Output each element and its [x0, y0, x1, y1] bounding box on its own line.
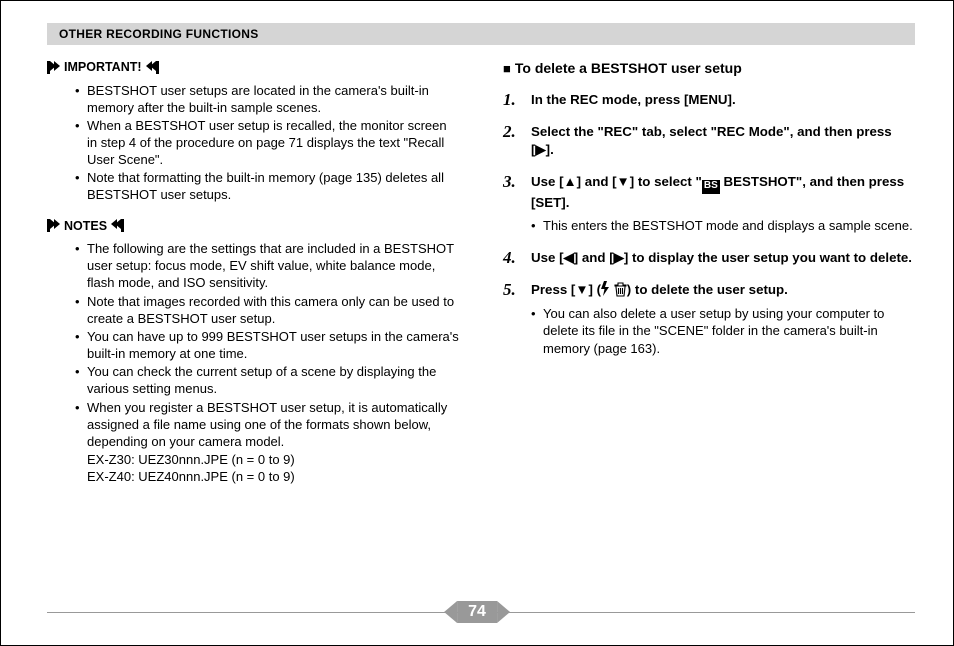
- model-line: EX-Z40: UEZ40nnn.JPE (n = 0 to 9): [87, 468, 459, 485]
- list-item: You can have up to 999 BESTSHOT user set…: [75, 328, 459, 362]
- step-sub-list: You can also delete a user setup by usin…: [531, 305, 915, 358]
- model-lines: EX-Z30: UEZ30nnn.JPE (n = 0 to 9) EX-Z40…: [47, 451, 459, 485]
- step-item: Press [▼] ( ) to delete the user setup. …: [503, 281, 915, 358]
- step-item: Select the "REC" tab, select "REC Mode",…: [503, 123, 915, 159]
- left-column: IMPORTANT! BESTSHOT user setups are loca…: [47, 59, 459, 485]
- steps-list: In the REC mode, press [MENU]. Select th…: [503, 91, 915, 357]
- two-column-layout: IMPORTANT! BESTSHOT user setups are loca…: [47, 59, 915, 485]
- step-sub-list: This enters the BESTSHOT mode and displa…: [531, 217, 915, 235]
- bestshot-icon: BS: [702, 180, 720, 194]
- list-item: When you register a BESTSHOT user setup,…: [75, 399, 459, 450]
- right-column: ■To delete a BESTSHOT user setup In the …: [503, 59, 915, 485]
- step-item: Use [◀] and [▶] to display the user setu…: [503, 249, 915, 267]
- step-sub-item: You can also delete a user setup by usin…: [531, 305, 915, 358]
- list-item: BESTSHOT user setups are located in the …: [75, 82, 459, 116]
- section-title: OTHER RECORDING FUNCTIONS: [59, 27, 259, 41]
- list-item: Note that images recorded with this came…: [75, 293, 459, 327]
- arrow-left-icon: [148, 61, 159, 74]
- arrow-right-icon: [47, 61, 58, 74]
- list-item: When a BESTSHOT user setup is recalled, …: [75, 117, 459, 168]
- important-list: BESTSHOT user setups are located in the …: [47, 82, 459, 204]
- notes-label: NOTES: [47, 218, 459, 235]
- badge-right-icon: [497, 601, 510, 623]
- list-item: You can check the current setup of a sce…: [75, 363, 459, 397]
- step-item: Use [▲] and [▼] to select "BS BESTSHOT",…: [503, 173, 915, 235]
- trash-icon: [614, 282, 627, 297]
- manual-page: OTHER RECORDING FUNCTIONS IMPORTANT! BES…: [0, 0, 954, 646]
- important-label: IMPORTANT!: [47, 59, 459, 76]
- arrow-right-icon: [47, 219, 58, 232]
- procedure-heading: ■To delete a BESTSHOT user setup: [503, 59, 915, 77]
- square-bullet-icon: ■: [503, 61, 511, 76]
- section-header: OTHER RECORDING FUNCTIONS: [47, 23, 915, 45]
- step-item: In the REC mode, press [MENU].: [503, 91, 915, 109]
- flash-icon: [601, 281, 610, 296]
- arrow-left-icon: [113, 219, 124, 232]
- page-number-badge: 74: [444, 601, 510, 623]
- badge-left-icon: [444, 601, 457, 623]
- step-sub-item: This enters the BESTSHOT mode and displa…: [531, 217, 915, 235]
- list-item: The following are the settings that are …: [75, 240, 459, 291]
- list-item: Note that formatting the built-in memory…: [75, 169, 459, 203]
- model-line: EX-Z30: UEZ30nnn.JPE (n = 0 to 9): [87, 451, 459, 468]
- page-number: 74: [457, 601, 497, 623]
- notes-list: The following are the settings that are …: [47, 240, 459, 450]
